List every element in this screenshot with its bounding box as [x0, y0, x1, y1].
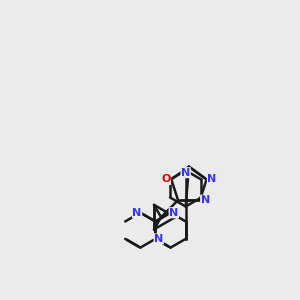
Text: N: N: [169, 208, 178, 218]
Text: N: N: [207, 174, 217, 184]
Text: N: N: [181, 168, 190, 178]
Text: N: N: [132, 208, 142, 218]
Text: N: N: [154, 234, 163, 244]
Text: O: O: [161, 174, 170, 184]
Text: N: N: [201, 195, 210, 205]
